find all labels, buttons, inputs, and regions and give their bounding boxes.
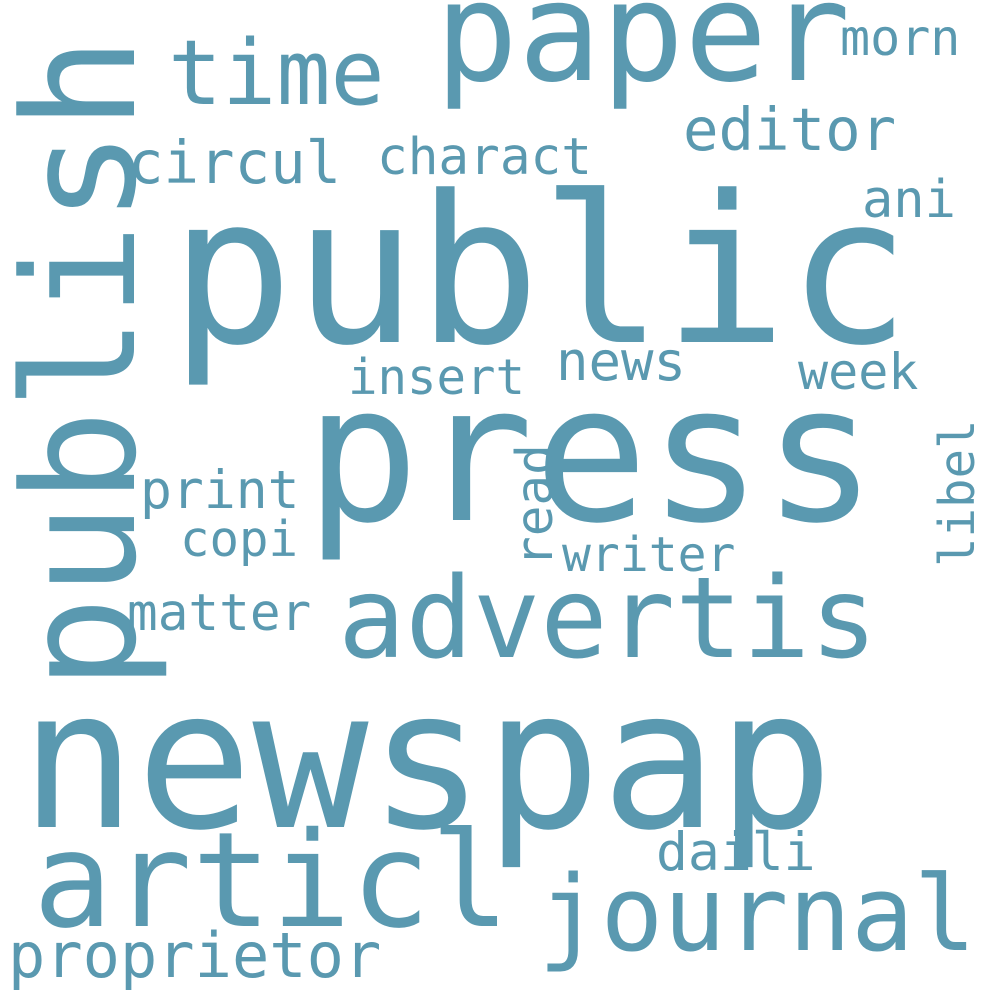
word-circul: circul xyxy=(128,128,342,197)
word-ani: ani xyxy=(862,170,956,230)
word-matter: matter xyxy=(127,584,312,643)
word-time: time xyxy=(168,21,385,126)
word-morn: morn xyxy=(840,9,961,67)
word-copi: copi xyxy=(180,511,299,568)
word-press: press xyxy=(305,344,877,565)
word-proprietor: proprietor xyxy=(8,919,382,992)
word-week: week xyxy=(798,343,919,401)
word-writer: writer xyxy=(562,527,736,583)
word-insert: insert xyxy=(348,349,526,406)
word-daili: daili xyxy=(656,822,816,883)
word-paper: paper xyxy=(435,0,851,113)
word-editor: editor xyxy=(683,95,897,164)
word-charact: charact xyxy=(377,128,592,187)
word-advertis: advertis xyxy=(338,554,878,684)
word-newspap: newspap xyxy=(20,648,834,873)
word-public: public xyxy=(170,153,911,391)
word-read: read xyxy=(506,444,565,567)
word-articl: articl xyxy=(33,804,510,958)
word-journal: journal xyxy=(538,853,977,975)
word-print: print xyxy=(140,460,300,521)
word-libel: libel xyxy=(929,419,986,567)
word-news: news xyxy=(556,330,687,393)
